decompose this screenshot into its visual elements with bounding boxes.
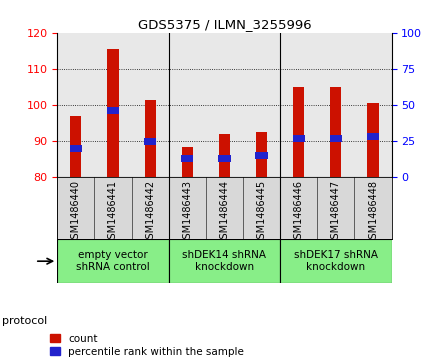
Title: GDS5375 / ILMN_3255996: GDS5375 / ILMN_3255996 — [138, 19, 311, 32]
Text: GSM1486445: GSM1486445 — [257, 180, 267, 245]
Text: shDEK14 shRNA
knockdown: shDEK14 shRNA knockdown — [183, 250, 266, 272]
Bar — [367, 103, 378, 177]
Text: GSM1486443: GSM1486443 — [182, 180, 192, 245]
Bar — [256, 152, 268, 159]
Text: empty vector
shRNA control: empty vector shRNA control — [76, 250, 150, 272]
Text: shDEK17 shRNA
knockdown: shDEK17 shRNA knockdown — [294, 250, 378, 272]
Text: GSM1486446: GSM1486446 — [294, 180, 304, 245]
Bar — [330, 87, 341, 177]
Bar — [70, 116, 81, 177]
Bar — [293, 135, 305, 142]
Bar — [107, 107, 119, 114]
Bar — [57, 239, 169, 283]
Bar — [144, 99, 156, 177]
Bar — [219, 134, 230, 177]
Bar — [280, 239, 392, 283]
Text: GSM1486442: GSM1486442 — [145, 180, 155, 245]
Bar — [218, 155, 231, 162]
Bar — [367, 133, 379, 140]
Text: GSM1486448: GSM1486448 — [368, 180, 378, 245]
Legend: count, percentile rank within the sample: count, percentile rank within the sample — [49, 333, 245, 358]
Bar — [181, 155, 193, 162]
Bar — [70, 145, 82, 152]
Text: GSM1486441: GSM1486441 — [108, 180, 118, 245]
Bar — [330, 135, 342, 142]
Bar — [107, 49, 118, 177]
Bar — [144, 138, 156, 145]
Bar — [169, 239, 280, 283]
Text: protocol: protocol — [2, 316, 48, 326]
Bar — [293, 87, 304, 177]
Bar — [182, 147, 193, 177]
Bar — [256, 132, 267, 177]
Text: GSM1486447: GSM1486447 — [331, 180, 341, 245]
Text: GSM1486444: GSM1486444 — [220, 180, 229, 245]
Text: GSM1486440: GSM1486440 — [71, 180, 81, 245]
